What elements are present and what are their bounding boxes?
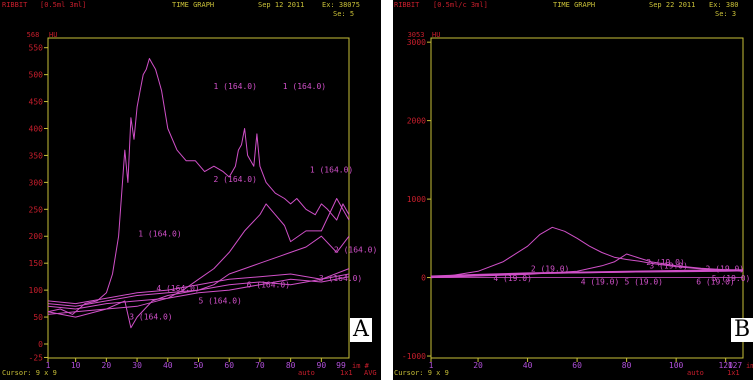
header-source: RIBBIT (2, 1, 28, 9)
series-line (47, 273, 350, 307)
y-tick-label: 0 (421, 274, 426, 283)
series-label: 5 (19.0) (624, 277, 663, 286)
series-label: 1 (164.0) (214, 82, 257, 91)
x-tick-label: 40 (523, 361, 533, 370)
series-line (47, 276, 350, 310)
header-dose: [0.5ml 3ml] (40, 1, 87, 9)
y-tick-label: 250 (29, 205, 44, 214)
x-tick-label: 40 (163, 361, 173, 370)
series-label: 5 (19.0) (712, 274, 751, 283)
header-source: RIBBIT (394, 1, 420, 9)
header-se: Se: 3 (715, 10, 737, 18)
series-line (430, 226, 744, 279)
y-tick-label: 1000 (407, 195, 426, 204)
x-end-label: 99 (336, 361, 346, 370)
series-label: 4 (19.0) (581, 277, 620, 286)
series-label: 1 (164.0) (310, 165, 353, 174)
x-tick-label: 120 (718, 361, 733, 370)
y-tick-label: 2000 (407, 117, 426, 126)
header-ex: Ex: 38075 (322, 1, 360, 9)
series-label: 5 (164.0) (199, 297, 242, 306)
footer-auto: auto (298, 369, 315, 377)
y-axis-unit: HU (49, 31, 57, 39)
y-tick-label: 150 (29, 259, 44, 268)
x-tick-label: 20 (102, 361, 112, 370)
panel-a: RIBBIT [0.5ml 3ml] TIME GRAPH Sep 12 201… (2, 1, 378, 377)
series-label: 3 (19.0) (649, 261, 688, 270)
x-tick-label: 100 (669, 361, 684, 370)
footer-scale: 1x1 (727, 369, 740, 377)
footer-avg: AVG (364, 369, 377, 377)
y-tick-label: 550 (29, 44, 44, 53)
x-tick-label: 30 (132, 361, 142, 370)
series-label: 3 (164.0) (129, 313, 172, 322)
series-label: 6 (164.0) (247, 281, 290, 290)
x-end-label: 127 (728, 361, 743, 370)
header-mode: TIME GRAPH (553, 1, 596, 9)
y-tick-label: -1000 (402, 352, 426, 361)
y-tick-label: 50 (33, 313, 43, 322)
x-tick-label: 10 (71, 361, 81, 370)
x-tick-label: 90 (317, 361, 327, 370)
y-tick-label: 300 (29, 178, 44, 187)
header-se: Se: 5 (333, 10, 355, 18)
x-tick-label: 1 (429, 361, 434, 370)
y-top-label: 568 (27, 31, 40, 39)
x-tick-label: 50 (194, 361, 204, 370)
footer-cursor: Cursor: 9 x 9 (2, 369, 57, 377)
header-ex: Ex: 380 (709, 1, 739, 9)
y-tick-label: -25 (29, 353, 44, 362)
y-tick-label: 200 (29, 232, 44, 241)
series-line (430, 269, 743, 277)
x-tick-label: 60 (224, 361, 234, 370)
x-tick-label: 70 (255, 361, 265, 370)
series-line (430, 270, 744, 278)
series-label: 6 (19.0) (696, 277, 735, 286)
series-label: 1 (164.0) (283, 82, 326, 91)
series-line (47, 58, 350, 315)
series-label: 2 (19.0) (706, 265, 745, 274)
x-tick-label: 80 (622, 361, 632, 370)
header-dose: [0.5ml/c 3ml] (433, 1, 488, 9)
x-tick-label: 1 (46, 361, 51, 370)
x-tick-label: 20 (473, 361, 483, 370)
series-line (47, 198, 350, 315)
series-label: 1 (164.0) (138, 229, 181, 238)
panel-letter-a: A (350, 318, 372, 342)
y-tick-label: 350 (29, 151, 44, 160)
series-line (47, 268, 350, 305)
panel-letter-b: B (731, 318, 753, 342)
header-date: Sep 22 2011 (649, 1, 696, 9)
y-tick-label: 500 (29, 71, 44, 80)
y-top-label: 3053 (408, 31, 425, 39)
footer-scale: 1x1 (340, 369, 353, 377)
x-axis-unit: im # (352, 362, 370, 370)
header-date: Sep 12 2011 (258, 1, 305, 9)
y-tick-label: 0 (38, 340, 43, 349)
series-label: 3 (164.0) (319, 274, 362, 283)
plot-frame (430, 37, 744, 359)
footer-auto: auto (687, 369, 704, 377)
y-tick-label: 450 (29, 98, 44, 107)
series-label: 2 (19.0) (531, 265, 570, 274)
series-label: 2 (164.0) (214, 175, 257, 184)
panel-b: RIBBIT [0.5ml/c 3ml] TIME GRAPH Sep 22 2… (393, 0, 753, 380)
y-axis-unit: HU (432, 31, 440, 39)
header-mode: TIME GRAPH (172, 1, 215, 9)
y-tick-label: 400 (29, 125, 44, 134)
x-axis-unit: im (746, 362, 753, 370)
y-tick-label: 3000 (407, 38, 426, 47)
x-tick-label: 60 (572, 361, 582, 370)
x-tick-label: 80 (286, 361, 296, 370)
footer-cursor: Cursor: 9 x 9 (394, 369, 449, 377)
series-line (47, 235, 350, 329)
series-label: 2 (19.0) (646, 258, 685, 267)
series-label: 2 (164.0) (334, 245, 377, 254)
y-tick-label: 100 (29, 286, 44, 295)
series-label: 4 (19.0) (493, 274, 532, 283)
panel-divider (381, 0, 393, 380)
